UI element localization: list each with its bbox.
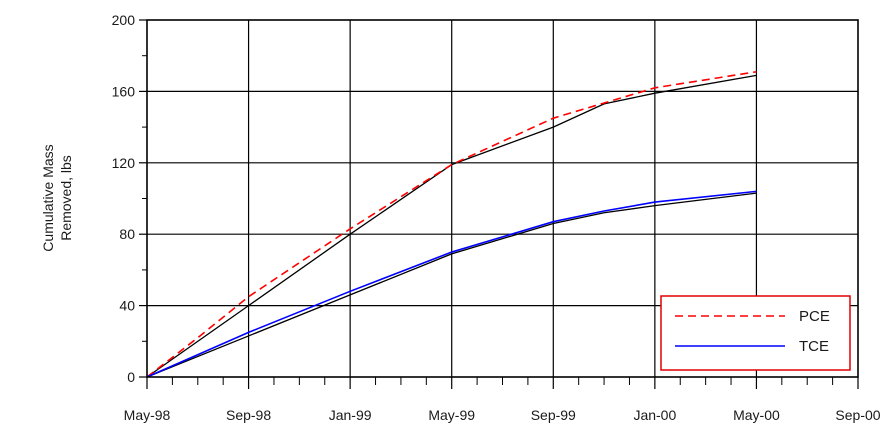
series-line-tce — [146, 190, 757, 378]
minor-ticks — [139, 19, 859, 389]
fit-line-1 — [146, 192, 757, 378]
x-tick-label: May-98 — [124, 407, 171, 423]
legend: PCE TCE — [660, 295, 851, 371]
x-tick-label: Jan-99 — [329, 407, 372, 423]
x-tick-label: Sep-00 — [835, 407, 880, 423]
x-tick-label: Jan-00 — [633, 407, 676, 423]
y-tick-label: 80 — [119, 226, 135, 242]
y-tick-label: 40 — [119, 298, 135, 314]
series-lines — [146, 70, 757, 378]
x-tick-label: Sep-99 — [531, 407, 576, 423]
y-tick-label: 120 — [112, 155, 136, 171]
y-tick-label: 200 — [112, 12, 136, 28]
fit-line-0 — [146, 74, 757, 378]
plot-frame — [146, 19, 859, 378]
x-axis-tick-labels: May-98 Sep-98 Jan-99 May-99 Sep-99 Jan-00 May-… — [124, 407, 881, 423]
y-axis-title-line-1: Cumulative Mass — [40, 144, 56, 251]
y-axis-title-line-2: Removed, lbs — [58, 155, 74, 241]
grid — [147, 20, 858, 377]
legend-label-pce: PCE — [799, 308, 830, 325]
y-tick-label: 0 — [127, 369, 135, 385]
y-axis-tick-labels: 0 40 80 120 160 200 — [112, 12, 136, 385]
y-tick-label: 160 — [112, 83, 136, 99]
x-tick-label: May-99 — [428, 407, 475, 423]
legend-label-tce: TCE — [799, 338, 829, 355]
x-tick-label: May-00 — [733, 407, 780, 423]
x-tick-label: Sep-98 — [226, 407, 271, 423]
legend-box — [660, 295, 851, 371]
fit-lines — [146, 74, 757, 378]
